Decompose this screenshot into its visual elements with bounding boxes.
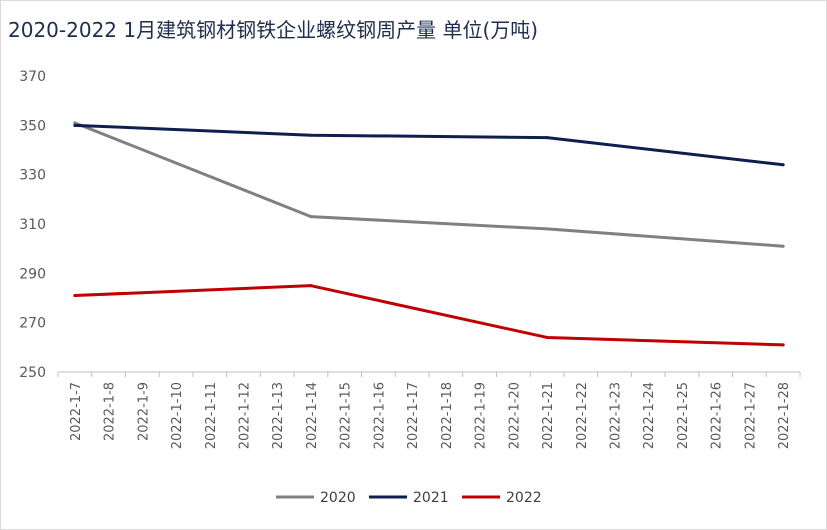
x-tick-label: 2022-1-12 (238, 382, 253, 449)
y-tick-label: 250 (19, 365, 46, 381)
data-point-2022 (781, 343, 785, 347)
x-tick-label: 2022-1-14 (305, 382, 320, 449)
x-tick-label: 2022-1-20 (507, 382, 522, 449)
x-tick-label: 2022-1-25 (676, 382, 691, 449)
series-line-2020 (73, 121, 785, 248)
legend-label-2021: 2021 (413, 490, 449, 506)
y-tick-label: 270 (19, 316, 46, 332)
x-tick-label: 2022-1-11 (204, 382, 219, 449)
x-tick-label: 2022-1-28 (777, 382, 792, 449)
data-point-2021 (73, 123, 77, 127)
legend-label-2022: 2022 (506, 490, 542, 506)
data-point-2022 (73, 294, 77, 298)
data-point-2021 (309, 133, 313, 137)
x-tick-label: 2022-1-16 (372, 382, 387, 449)
x-tick-label: 2022-1-23 (609, 382, 624, 449)
y-tick-label: 330 (19, 168, 46, 184)
data-point-2020 (781, 244, 785, 248)
series-line-2022 (73, 284, 785, 347)
y-tick-label: 350 (19, 118, 46, 134)
x-tick-label: 2022-1-10 (170, 382, 185, 449)
y-tick-label: 310 (19, 217, 46, 233)
x-tick-label: 2022-1-19 (474, 382, 489, 449)
x-tick-label: 2022-1-21 (541, 382, 556, 449)
x-tick-label: 2022-1-15 (339, 382, 354, 449)
y-tick-label: 290 (19, 266, 46, 282)
x-tick-label: 2022-1-8 (103, 382, 118, 441)
x-tick-label: 2022-1-13 (271, 382, 286, 449)
x-tick-label: 2022-1-7 (69, 382, 84, 441)
x-tick-label: 2022-1-17 (406, 382, 421, 449)
y-tick-label: 370 (19, 69, 46, 85)
x-tick-label: 2022-1-18 (440, 382, 455, 449)
data-point-2020 (309, 215, 313, 219)
x-tick-label: 2022-1-27 (743, 382, 758, 449)
legend-label-2020: 2020 (320, 490, 356, 506)
data-point-2022 (309, 284, 313, 288)
x-tick-label: 2022-1-26 (710, 382, 725, 449)
x-tick-label: 2022-1-9 (136, 382, 151, 441)
x-tick-label: 2022-1-24 (642, 382, 657, 449)
data-point-2021 (781, 163, 785, 167)
data-point-2022 (545, 335, 549, 339)
data-point-2020 (545, 227, 549, 231)
data-point-2020 (73, 121, 77, 125)
data-point-2021 (545, 136, 549, 140)
chart-title: 2020-2022 1月建筑钢材钢铁企业螺纹钢周产量 单位(万吨) (8, 18, 539, 42)
series-line-2021 (73, 123, 785, 167)
x-tick-label: 2022-1-22 (575, 382, 590, 449)
